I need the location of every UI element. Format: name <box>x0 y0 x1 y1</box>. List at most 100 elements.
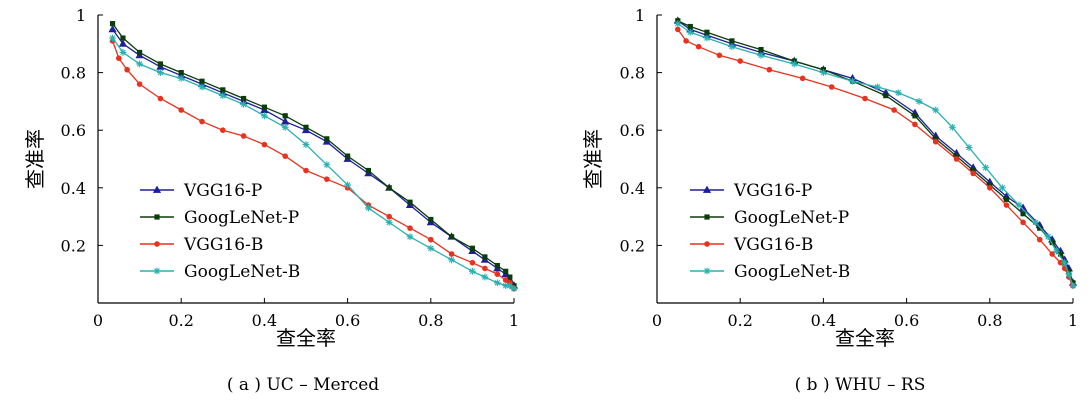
data-point <box>124 66 130 73</box>
data-point <box>199 78 205 84</box>
data-point <box>116 55 122 61</box>
panel-caption: ( a ) UC – Merced <box>227 375 379 395</box>
data-point <box>241 95 247 102</box>
data-point <box>862 95 868 102</box>
series-line <box>111 40 515 289</box>
data-point <box>365 204 372 212</box>
y-tick-label: 1 <box>635 6 645 25</box>
data-point <box>704 29 710 35</box>
data-point <box>365 167 371 174</box>
data-point <box>1057 259 1064 266</box>
data-point <box>1015 201 1023 209</box>
data-point <box>386 185 392 191</box>
data-point <box>303 167 309 174</box>
data-point <box>469 245 475 251</box>
y-tick-label: 0.8 <box>620 64 645 83</box>
data-point <box>1020 211 1026 217</box>
series-line <box>112 29 515 287</box>
legend-label: GoogLeNet-B <box>184 262 300 282</box>
data-point <box>970 167 976 174</box>
data-point <box>728 43 736 51</box>
data-point <box>1069 282 1077 290</box>
data-point <box>891 107 897 113</box>
x-tick-label: 0 <box>93 311 103 330</box>
y-tick-label: 0.2 <box>61 236 86 255</box>
data-point <box>448 251 455 257</box>
data-point <box>157 95 164 102</box>
data-point <box>261 141 268 148</box>
data-point <box>987 185 993 191</box>
data-point <box>281 117 290 125</box>
data-point <box>345 153 351 159</box>
data-point <box>428 236 434 243</box>
data-point <box>948 123 956 131</box>
data-point <box>108 24 117 33</box>
data-point <box>766 66 773 73</box>
data-point <box>428 216 434 223</box>
data-point <box>199 118 205 125</box>
data-point <box>427 244 435 252</box>
legend-label: VGG16-P <box>183 181 262 201</box>
legend-label: GoogLeNet-P <box>184 208 299 228</box>
legend-marker <box>154 241 160 247</box>
x-tick-label: 0.2 <box>168 311 193 330</box>
data-point <box>324 176 330 182</box>
data-point <box>674 20 682 28</box>
data-point <box>240 100 247 108</box>
data-point <box>109 21 116 27</box>
data-point <box>912 113 918 119</box>
data-point <box>932 138 939 145</box>
series-GoogLeNet-P <box>109 21 517 289</box>
data-point <box>502 277 509 283</box>
legend-label: GoogLeNet-B <box>734 262 850 282</box>
data-point <box>407 225 413 231</box>
data-point <box>1049 239 1055 246</box>
data-point <box>385 218 393 226</box>
legend-label: VGG16-B <box>733 235 813 255</box>
data-point <box>1036 236 1043 243</box>
data-point <box>729 38 735 44</box>
chart-panel-a: 0 0.2 0.4 0.6 0.8 1 0.2 0.4 0.6 0.8 1 查全率 查准率 VGG16-P… <box>23 6 519 395</box>
x-tick-label: 0.6 <box>894 311 919 330</box>
data-point <box>494 262 500 269</box>
data-point <box>510 285 518 292</box>
data-point <box>1061 259 1069 267</box>
data-point <box>1032 218 1039 226</box>
x-tick-label: 0.8 <box>418 311 443 330</box>
data-point <box>406 233 414 241</box>
data-point <box>323 161 331 169</box>
series-GoogLeNet-B <box>674 20 1077 290</box>
data-point <box>1065 270 1073 278</box>
data-point <box>737 58 743 64</box>
data-point <box>874 83 881 91</box>
data-point <box>1057 251 1064 257</box>
data-point <box>481 273 489 281</box>
data-point <box>799 75 806 82</box>
y-tick-label: 0.8 <box>61 64 86 83</box>
data-point <box>482 254 488 260</box>
data-point <box>469 259 476 266</box>
data-point <box>1020 219 1026 226</box>
data-point <box>687 23 693 30</box>
legend-marker <box>704 214 710 220</box>
data-point <box>261 104 267 110</box>
legend-label: VGG16-B <box>183 235 263 255</box>
data-point <box>828 84 835 90</box>
data-point <box>386 213 393 220</box>
data-point <box>281 123 289 131</box>
data-point <box>198 83 206 91</box>
data-point <box>686 28 694 36</box>
data-point <box>219 92 227 100</box>
series-line <box>112 37 515 290</box>
data-point <box>282 153 289 159</box>
x-tick-label: 1 <box>509 311 519 330</box>
legend: VGG16-P GoogLeNet-P VGG16-B GoogLeNet-B <box>690 181 850 282</box>
legend-marker <box>703 267 711 275</box>
data-point <box>302 141 310 148</box>
panel-caption: ( b ) WHU – RS <box>795 375 926 395</box>
legend-marker <box>152 185 162 193</box>
data-point <box>965 144 973 151</box>
y-tick-label: 0.6 <box>61 121 86 140</box>
series-GoogLeNet-B <box>109 34 518 292</box>
